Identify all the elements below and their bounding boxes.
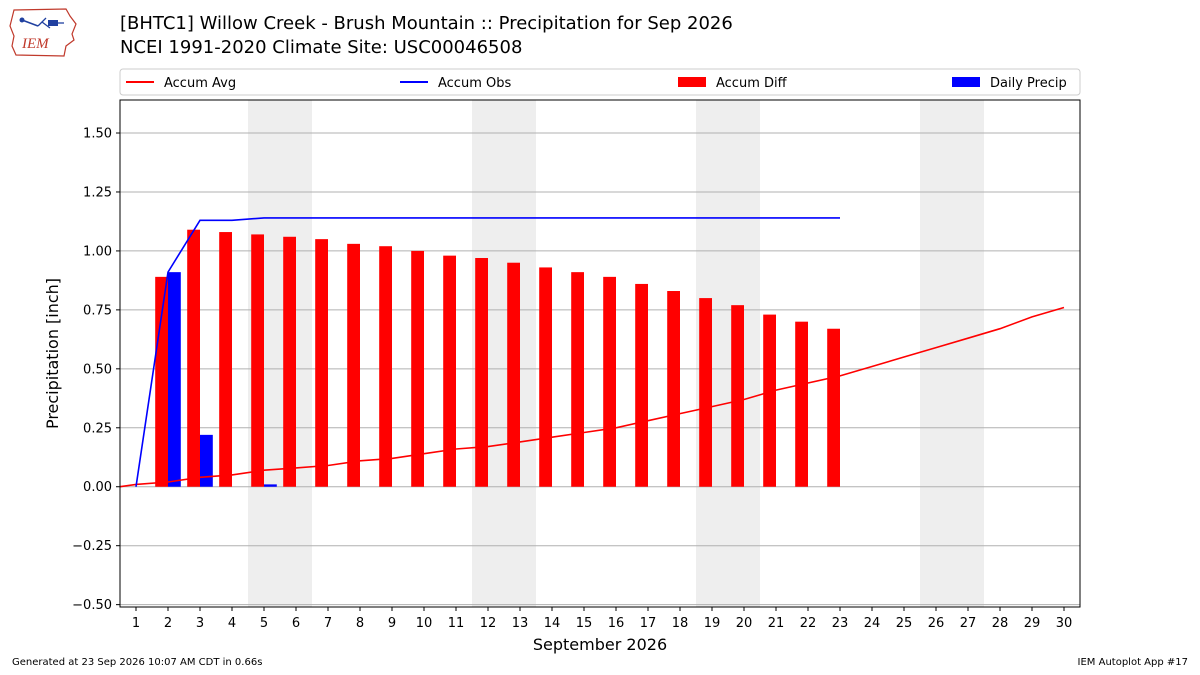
legend-bar-handle bbox=[678, 77, 706, 87]
accum-diff-bar bbox=[347, 243, 360, 487]
accum-diff-bar bbox=[795, 321, 808, 487]
daily-precip-bar bbox=[168, 272, 181, 487]
accum-diff-bar bbox=[475, 257, 488, 487]
y-tick-label: 0.75 bbox=[83, 303, 112, 318]
x-tick-label: 3 bbox=[196, 616, 204, 631]
x-tick-label: 16 bbox=[608, 616, 625, 631]
plot-frame bbox=[119, 99, 1081, 608]
x-tick-label: 13 bbox=[512, 616, 529, 631]
chart-title: [BHTC1] Willow Creek - Brush Mountain ::… bbox=[120, 12, 733, 60]
legend-label: Daily Precip bbox=[990, 76, 1067, 91]
x-tick-label: 11 bbox=[448, 616, 465, 631]
x-tick-label: 30 bbox=[1056, 616, 1073, 631]
accum-diff-bar bbox=[443, 255, 456, 487]
x-tick-label: 2 bbox=[164, 616, 172, 631]
x-tick-label: 1 bbox=[132, 616, 140, 631]
x-tick-label: 29 bbox=[1024, 616, 1041, 631]
app-identifier: IEM Autoplot App #17 bbox=[1077, 657, 1188, 668]
accum-diff-bar bbox=[219, 232, 232, 487]
y-tick-label: 0.00 bbox=[83, 480, 112, 495]
x-tick-label: 18 bbox=[672, 616, 689, 631]
accum-diff-bar bbox=[539, 267, 552, 487]
x-tick-label: 27 bbox=[960, 616, 977, 631]
accum-obs-line bbox=[135, 217, 840, 487]
accum-diff-bar bbox=[283, 236, 296, 487]
accum-diff-bar bbox=[411, 250, 424, 487]
x-tick-label: 19 bbox=[704, 616, 721, 631]
x-tick-label: 26 bbox=[928, 616, 945, 631]
accum-diff-bar bbox=[635, 283, 648, 487]
x-tick-label: 22 bbox=[800, 616, 817, 631]
accum-diff-bar bbox=[763, 314, 776, 487]
legend-label: Accum Avg bbox=[164, 76, 236, 91]
y-tick-label: 1.25 bbox=[83, 185, 112, 200]
x-tick-label: 24 bbox=[864, 616, 881, 631]
y-tick-label: 1.00 bbox=[83, 244, 112, 259]
accum-diff-bar bbox=[731, 305, 744, 487]
daily-precip-bar bbox=[200, 434, 213, 487]
accum-diff-bar bbox=[699, 298, 712, 487]
generated-timestamp: Generated at 23 Sep 2026 10:07 AM CDT in… bbox=[12, 657, 263, 668]
legend-bar-handle bbox=[952, 77, 980, 87]
x-axis-label: September 2026 bbox=[533, 635, 667, 654]
accum-diff-bar bbox=[667, 291, 680, 487]
x-tick-label: 25 bbox=[896, 616, 913, 631]
x-tick-label: 8 bbox=[356, 616, 364, 631]
x-tick-label: 4 bbox=[228, 616, 236, 631]
accum-diff-bar bbox=[507, 262, 520, 487]
y-tick-label: −0.25 bbox=[72, 539, 112, 554]
title-line-1: [BHTC1] Willow Creek - Brush Mountain ::… bbox=[120, 13, 733, 34]
iowa-state-outline-logo-icon: IEM bbox=[9, 8, 77, 57]
accum-diff-bar bbox=[187, 229, 200, 487]
daily-precip-bar bbox=[264, 484, 277, 487]
x-tick-label: 10 bbox=[416, 616, 433, 631]
accum-diff-bar bbox=[379, 246, 392, 487]
x-tick-label: 7 bbox=[324, 616, 332, 631]
accum-diff-bar bbox=[251, 234, 264, 487]
legend-box bbox=[119, 68, 1081, 96]
x-tick-label: 5 bbox=[260, 616, 268, 631]
x-tick-label: 28 bbox=[992, 616, 1009, 631]
y-tick-label: 1.50 bbox=[83, 127, 112, 142]
x-tick-label: 6 bbox=[292, 616, 300, 631]
legend-label: Accum Obs bbox=[438, 76, 511, 91]
y-tick-label: 0.25 bbox=[83, 421, 112, 436]
y-tick-label: −0.50 bbox=[72, 598, 112, 613]
x-tick-label: 23 bbox=[832, 616, 849, 631]
y-tick-label: 0.50 bbox=[83, 362, 112, 377]
x-tick-label: 17 bbox=[640, 616, 657, 631]
accum-diff-bar bbox=[827, 328, 840, 487]
accum-diff-bar bbox=[571, 272, 584, 487]
iem-logo: IEM bbox=[8, 6, 82, 60]
accum-avg-line bbox=[119, 306, 1065, 488]
x-tick-label: 9 bbox=[388, 616, 396, 631]
y-axis-label: Precipitation [inch] bbox=[43, 278, 62, 429]
x-tick-label: 14 bbox=[544, 616, 561, 631]
x-tick-label: 21 bbox=[768, 616, 785, 631]
x-tick-label: 12 bbox=[480, 616, 497, 631]
accum-diff-bar bbox=[603, 276, 616, 487]
x-tick-label: 15 bbox=[576, 616, 593, 631]
x-tick-label: 20 bbox=[736, 616, 753, 631]
weekend-shade bbox=[920, 100, 984, 607]
logo-text: IEM bbox=[21, 36, 50, 52]
accum-diff-bar bbox=[155, 276, 168, 487]
title-line-2: NCEI 1991-2020 Climate Site: USC00046508 bbox=[120, 37, 523, 58]
accum-diff-bar bbox=[315, 239, 328, 487]
legend-label: Accum Diff bbox=[716, 76, 788, 91]
